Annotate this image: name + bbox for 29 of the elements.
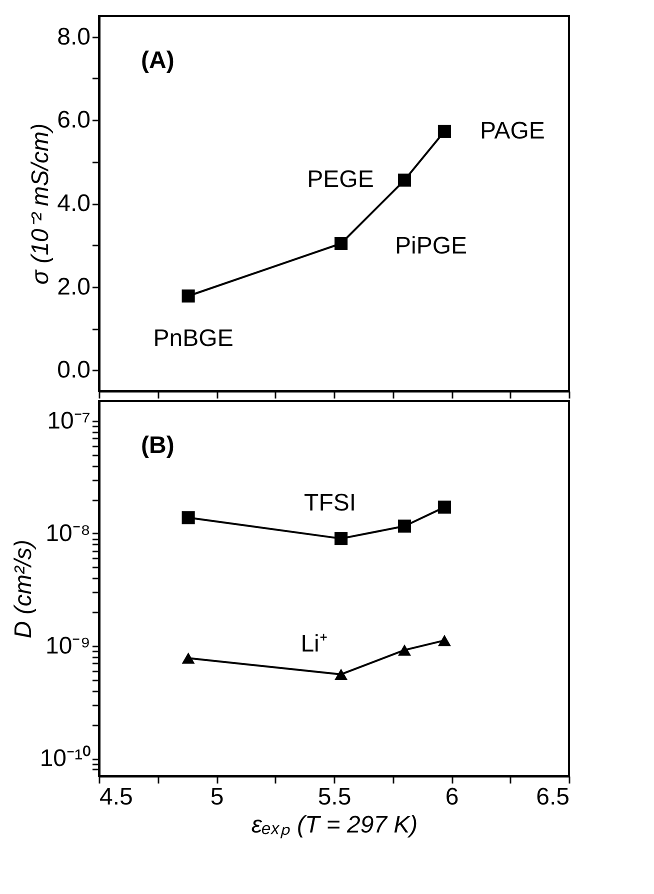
x-axis-title: εₑₓₚ (T = 297 K): [251, 812, 418, 838]
y-tick-label: 2.0: [57, 273, 90, 300]
annotation: PEGE: [307, 166, 374, 194]
y-axis-title: D (cm²/s): [10, 540, 37, 638]
y-tick-label: 10⁻¹⁰: [40, 745, 90, 772]
y-tick-label: 10⁻⁷: [47, 407, 90, 434]
annotation: PiPGE: [395, 232, 468, 260]
y-tick-label: 6.0: [57, 106, 90, 134]
x-tick-label: 6.5: [536, 784, 570, 810]
annotation: (B): [141, 432, 174, 459]
x-tick-label: 6: [445, 784, 459, 810]
y-axis-title: σ (10⁻² mS/cm): [27, 123, 54, 285]
point: [182, 289, 195, 303]
point: [398, 174, 412, 187]
point: [438, 124, 451, 138]
annotation: PnBGE: [153, 325, 234, 352]
y-tick-label: 4.0: [57, 190, 90, 217]
x-tick-label: 5: [210, 784, 224, 810]
point: [334, 236, 348, 250]
x-tick-label: 4.5: [100, 784, 133, 810]
series-label: TFSI: [304, 490, 356, 517]
y-tick-label: 8.0: [57, 23, 90, 50]
annotation: PAGE: [480, 117, 545, 144]
x-tick-label: 5.5: [318, 784, 352, 810]
series-label: Li⁺: [300, 630, 328, 658]
y-tick-label: 10⁻⁹: [46, 632, 90, 660]
y-tick-label: 0.0: [57, 356, 90, 384]
annotation: (A): [141, 47, 174, 74]
y-tick-label: 10⁻⁸: [46, 520, 90, 547]
